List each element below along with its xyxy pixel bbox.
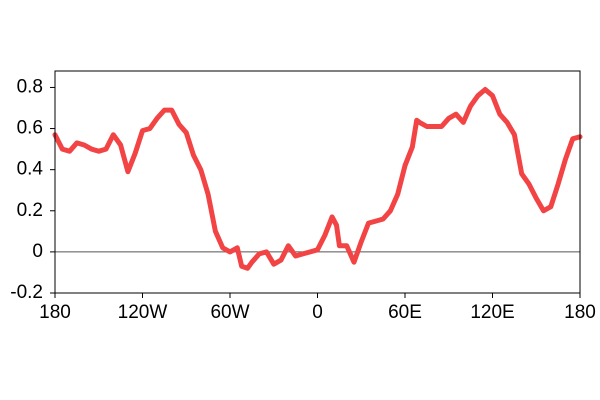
data-line [52,87,583,271]
y-tick-label: 0.6 [17,118,43,139]
y-tick-label: -0.2 [10,282,43,303]
x-tick-label: 60E [388,302,422,323]
x-tick-label: 120W [118,302,168,323]
y-tick-label: 0.8 [17,76,43,97]
x-tick-label: 0 [312,302,323,323]
y-tick-label: 0.2 [17,200,43,221]
plot-frame [54,70,581,294]
x-tick-label: 120E [470,302,514,323]
y-tick-label: 0 [32,241,43,262]
x-tick-label: 180 [39,302,71,323]
x-tick-label: 60W [210,302,249,323]
y-tick-label: 0.4 [17,159,44,180]
x-tick-label: 180 [564,302,596,323]
